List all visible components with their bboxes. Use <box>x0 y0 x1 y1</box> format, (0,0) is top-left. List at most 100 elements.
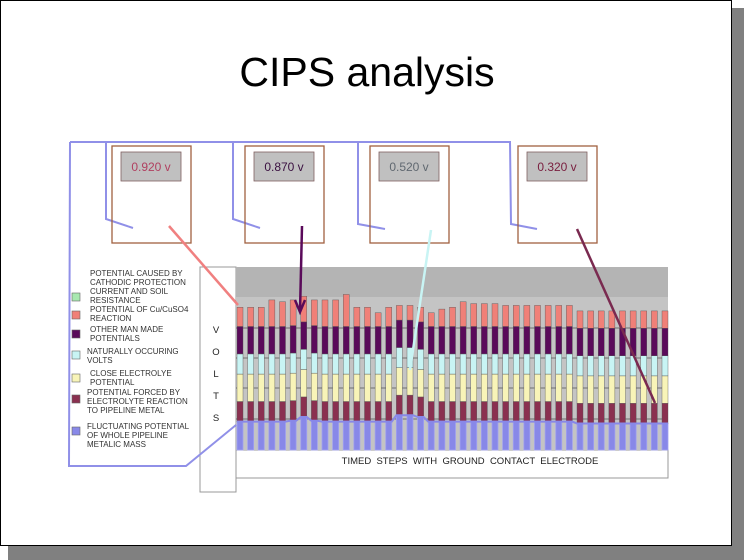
bar-segment-1 <box>364 421 371 451</box>
bar-segment-2 <box>576 403 584 424</box>
bar-segment-3 <box>587 375 594 404</box>
bar-segment-3 <box>385 373 392 402</box>
bar-segment-1 <box>427 421 435 451</box>
bar-segment-6 <box>629 310 637 329</box>
bar-segment-2 <box>523 401 531 422</box>
bar-segment-3 <box>247 373 254 402</box>
bar-segment-2 <box>640 403 647 424</box>
bar-segment-4 <box>279 353 286 375</box>
bar-segment-3 <box>629 375 637 404</box>
bar-segment-6 <box>459 301 467 327</box>
bar-segment-5 <box>417 321 424 350</box>
probe-line <box>298 225 304 313</box>
bar-segment-6 <box>598 310 605 329</box>
legend-swatch <box>71 350 81 360</box>
bar-segment-6 <box>311 299 318 326</box>
bar-segment-3 <box>459 373 467 402</box>
bar-segment-6 <box>321 299 329 327</box>
bar-segment-3 <box>576 375 584 404</box>
bar-segment-4 <box>608 355 616 377</box>
bar-segment-1 <box>512 421 520 451</box>
bar-segment-6 <box>523 305 531 327</box>
bar-segment-6 <box>640 310 647 329</box>
bar-segment-4 <box>651 355 658 377</box>
meter-box <box>244 145 325 244</box>
bar-segment-5 <box>364 326 371 355</box>
fluctuating-potential-line <box>237 414 668 425</box>
bar-segment-2 <box>598 403 605 424</box>
bar-segment-5 <box>300 321 307 350</box>
bar-segment-5 <box>576 328 584 356</box>
bar-segment-2 <box>374 401 382 422</box>
bar-segment-1 <box>661 423 669 451</box>
legend-label: ELECTROLYTE REACTION <box>87 397 188 406</box>
meter-box <box>111 145 192 244</box>
bar-segment-4 <box>576 355 584 377</box>
y-axis-letter: L <box>213 369 218 380</box>
bar-segment-2 <box>502 401 509 422</box>
bar-segment-5 <box>481 326 488 355</box>
bar-segment-1 <box>470 421 478 451</box>
y-axis-letter: S <box>213 413 219 424</box>
bar-segment-2 <box>406 394 414 416</box>
bar-segment-2 <box>651 403 658 424</box>
bar-segment-2 <box>513 401 520 422</box>
bar-segment-1 <box>544 421 552 451</box>
bar-segment-6 <box>406 305 414 321</box>
bar-segment-1 <box>342 421 350 451</box>
bar-segment-2 <box>566 401 573 422</box>
bar-segment-4 <box>619 355 626 377</box>
bar-segment-4 <box>311 352 318 374</box>
bar-segment-5 <box>651 328 658 356</box>
bar-segment-4 <box>598 355 605 377</box>
bar-segment-2 <box>608 403 616 424</box>
bar-segment-1 <box>640 423 648 451</box>
bar-segment-3 <box>566 373 573 402</box>
legend-label: VOLTS <box>87 356 113 365</box>
bar-segment-3 <box>523 373 531 402</box>
bar-segment-2 <box>364 401 371 422</box>
bar-segment-4 <box>566 353 573 375</box>
bar-segment-4 <box>513 353 520 375</box>
bar-segment-5 <box>247 326 254 355</box>
legend-label: POTENTIAL FORCED BY <box>87 388 181 397</box>
bar-segment-5 <box>640 328 647 356</box>
legend-label: POTENTIAL <box>90 378 135 387</box>
legend-swatch <box>71 394 81 404</box>
bar-segment-4 <box>438 353 446 375</box>
bar-segment-6 <box>544 305 552 327</box>
bar-segment-4 <box>364 353 371 375</box>
bar-segment-5 <box>661 328 669 356</box>
meter-box <box>517 145 598 244</box>
bar-segment-4 <box>428 353 435 375</box>
bar-segment-5 <box>236 326 244 355</box>
bar-segment-1 <box>321 421 329 451</box>
bar-segment-1 <box>491 421 499 451</box>
meter-display <box>253 151 315 182</box>
bar-segment-1 <box>502 421 510 451</box>
bar-segment-4 <box>661 355 669 377</box>
bar-segment-1 <box>268 421 276 451</box>
bar-segment-2 <box>268 401 276 422</box>
legend-label: OTHER MAN MADE <box>90 325 163 334</box>
bar-segment-2 <box>619 403 626 424</box>
meter-1: 0.920 v <box>111 145 239 306</box>
meter-reading: 0.920 v <box>131 160 170 174</box>
bar-segment-1 <box>257 421 265 451</box>
bar-segment-1 <box>332 421 340 451</box>
bar-segment-1 <box>459 421 467 451</box>
wire-pipeline <box>67 141 237 467</box>
bar-segment-1 <box>565 421 573 451</box>
bar-segment-6 <box>236 307 244 327</box>
bar-segment-5 <box>406 319 414 348</box>
bar-segment-3 <box>661 375 669 404</box>
bar-segment-1 <box>438 421 446 451</box>
probe-line <box>168 225 239 306</box>
x-axis-label: TIMED STEPS WITH GROUND CONTACT ELECTROD… <box>342 456 599 467</box>
bar-segment-3 <box>449 373 456 402</box>
bar-segment-2 <box>300 396 307 418</box>
